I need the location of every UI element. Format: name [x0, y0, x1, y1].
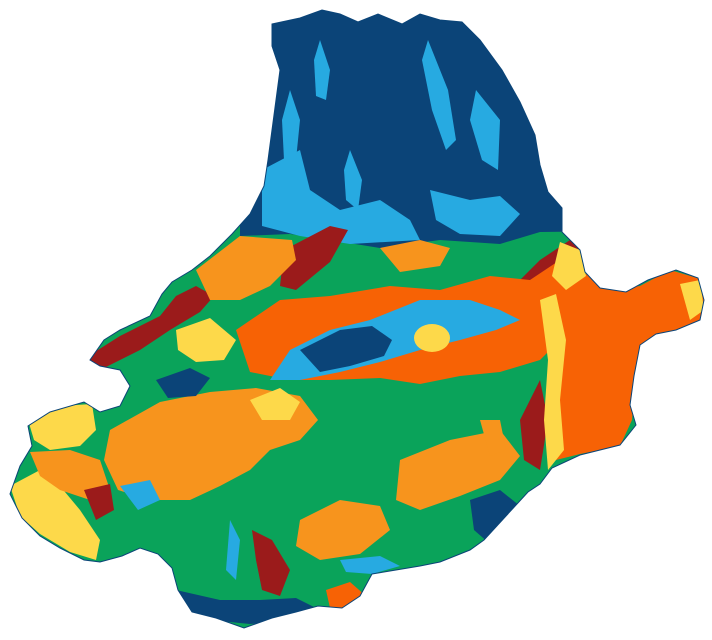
- south-orange-field: [296, 500, 390, 560]
- south-orange-field: [480, 420, 506, 456]
- south-dark-red-patch: [252, 530, 290, 596]
- north-light-blue-streak: [430, 190, 520, 236]
- west-dark-blue-patch: [156, 368, 210, 398]
- north-light-blue-streak: [314, 40, 330, 100]
- upper-orange-zone: [196, 236, 296, 300]
- east-yellow-strip: [552, 242, 586, 290]
- dark-red-band: [82, 286, 214, 368]
- dark-red-band: [520, 380, 548, 470]
- dark-red-band: [280, 226, 348, 290]
- north-light-blue-streak: [344, 150, 362, 210]
- north-light-blue-streak: [262, 150, 420, 244]
- south-light-blue-streak: [340, 556, 400, 574]
- west-light-blue-patch: [120, 480, 160, 510]
- north-light-blue-streak: [470, 90, 500, 170]
- west-yellow-zone: [176, 318, 236, 362]
- north-light-blue-streak: [422, 40, 456, 150]
- west-yellow-zone: [250, 388, 300, 420]
- central-yellow-oval: [414, 324, 450, 352]
- west-yellow-zone: [10, 470, 100, 560]
- west-dark-red-patch: [84, 484, 114, 520]
- south-light-blue-streak: [226, 520, 240, 580]
- east-yellow-strip: [540, 294, 566, 470]
- east-red-orange-zone: [540, 270, 704, 460]
- east-yellow-strip: [680, 280, 704, 320]
- north-light-blue-streak: [282, 90, 300, 160]
- upper-orange-zone: [380, 240, 450, 272]
- west-orange-zone: [30, 450, 110, 500]
- central-dark-blue-patch: [300, 326, 392, 372]
